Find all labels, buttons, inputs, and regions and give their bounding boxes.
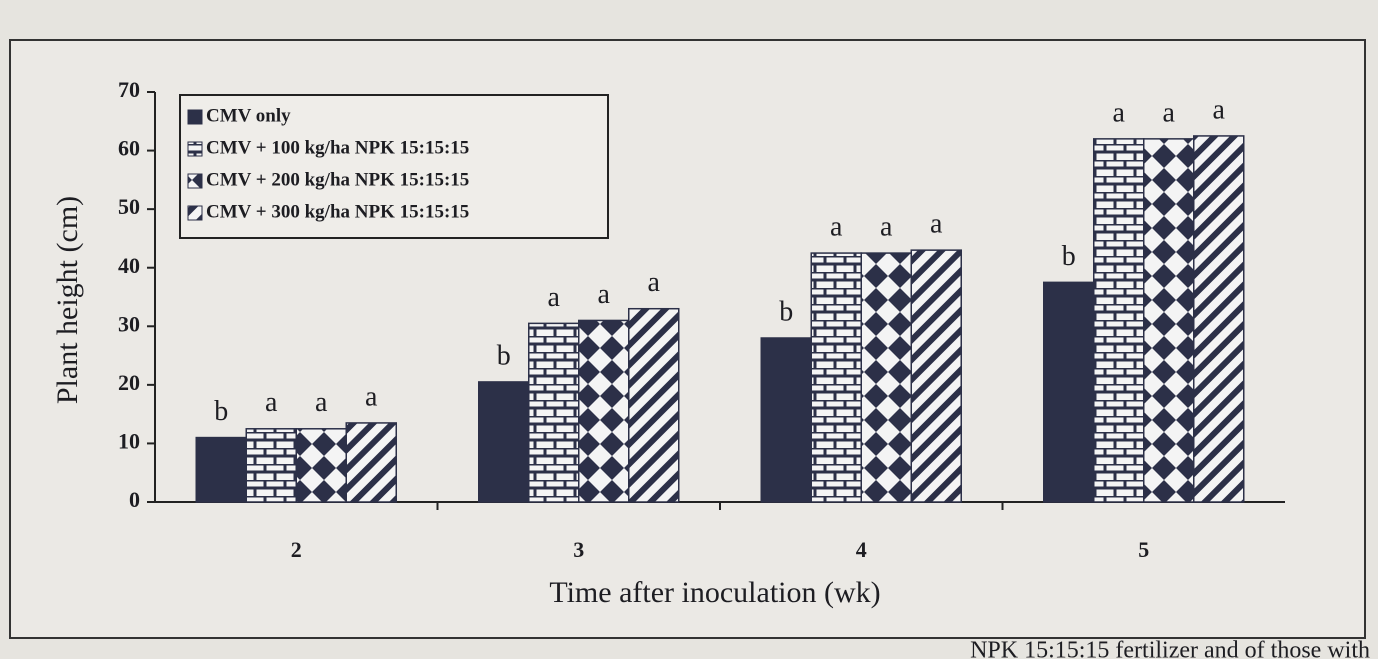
legend-label: CMV + 200 kg/ha NPK 15:15:15: [206, 169, 469, 190]
bar: [1093, 138, 1145, 503]
bar-letter: a: [880, 211, 893, 242]
bar-letter: a: [548, 282, 561, 313]
bar-letter: a: [365, 381, 378, 412]
legend-label: CMV + 300 kg/ha NPK 15:15:15: [206, 201, 469, 222]
bar-letter: b: [214, 396, 228, 427]
y-tick-label: 10: [118, 428, 140, 453]
legend-swatch: [187, 205, 203, 221]
bar: [1143, 138, 1195, 503]
legend-swatch: [187, 141, 203, 157]
bar: [345, 422, 397, 503]
bar-letter: a: [315, 387, 328, 418]
x-tick-label: 4: [856, 537, 867, 562]
bar-letter: a: [930, 209, 943, 240]
bar: [810, 252, 862, 503]
bar-letter: a: [265, 387, 278, 418]
y-tick-label: 40: [118, 253, 140, 278]
bar: [478, 381, 530, 503]
bar: [1043, 281, 1095, 503]
legend-label: CMV + 100 kg/ha NPK 15:15:15: [206, 137, 469, 158]
legend-swatch: [187, 173, 203, 189]
bar-letter: a: [598, 279, 611, 310]
bar: [910, 249, 962, 503]
legend-box: [179, 94, 609, 239]
bar-letter: b: [497, 340, 511, 371]
bar: [860, 252, 912, 503]
bar: [295, 428, 347, 503]
caption: NPK 15:15:15 fertilizer and of those wit…: [970, 638, 1370, 659]
bar-letter: a: [1213, 94, 1226, 125]
bar: [628, 307, 680, 503]
y-tick-label: 0: [129, 487, 140, 512]
bar: [1193, 135, 1245, 503]
y-tick-label: 30: [118, 311, 140, 336]
bar-letter: a: [1113, 97, 1126, 128]
y-tick-label: 70: [118, 77, 140, 102]
y-tick-label: 50: [118, 194, 140, 219]
bar: [578, 319, 630, 503]
bar: [528, 322, 580, 503]
bar: [245, 428, 297, 503]
x-tick-label: 3: [573, 537, 584, 562]
bar-letter: a: [830, 211, 843, 242]
bar: [195, 436, 247, 503]
y-tick-label: 20: [118, 370, 140, 395]
bar-letter: a: [1163, 97, 1176, 128]
bar: [760, 337, 812, 503]
x-axis-label: Time after inoculation (wk): [549, 576, 880, 609]
x-tick-label: 2: [291, 537, 302, 562]
legend-label: CMV only: [206, 105, 291, 126]
y-tick-label: 60: [118, 136, 140, 161]
bar-letter: b: [1062, 241, 1076, 272]
legend-swatch: [187, 109, 203, 125]
bar-letter: b: [779, 296, 793, 327]
x-tick-label: 5: [1138, 537, 1149, 562]
bar-letter: a: [648, 267, 661, 298]
y-axis-label: Plant height (cm): [51, 196, 84, 404]
